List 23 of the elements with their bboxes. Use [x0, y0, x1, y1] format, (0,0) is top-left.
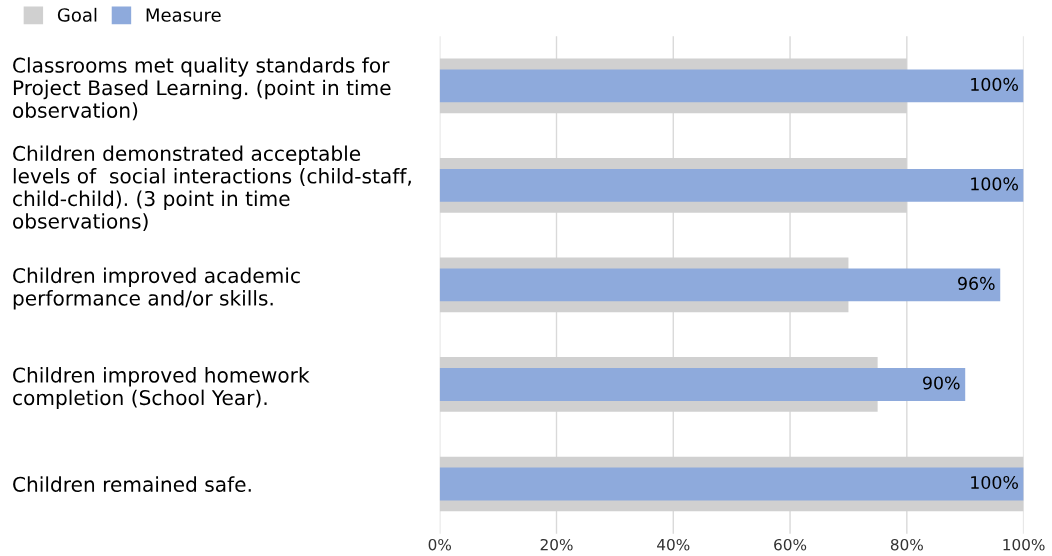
- data-label: 96%: [958, 276, 995, 290]
- data-label: 100%: [971, 177, 1018, 191]
- bar: [439, 268, 1001, 302]
- bar: [439, 467, 1024, 501]
- y-tick-label: Children improved homework completion (School Year).: [13, 367, 310, 410]
- x-tick-label: 80%: [890, 538, 923, 551]
- bar: [439, 69, 1024, 103]
- x-tick-label: 60%: [774, 538, 807, 551]
- data-label: 100%: [971, 475, 1018, 490]
- x-tick-label: 100%: [1003, 538, 1045, 551]
- x-tick-label: 0%: [428, 538, 452, 551]
- y-tick-label: Children demonstrated acceptable levels of social interactions (child-staff, child-child). (3 point in time observations): [13, 145, 411, 232]
- legend-label: Measure: [146, 8, 221, 22]
- y-tick-label: Children remained safe.: [13, 476, 251, 492]
- data-label: 100%: [971, 77, 1018, 91]
- bar: [439, 169, 1024, 202]
- y-tick-label: Classrooms met quality standards for Project Based Learning. (point in time observation): [13, 57, 391, 121]
- x-tick-label: 40%: [657, 538, 690, 551]
- x-tick-label: 20%: [540, 538, 573, 551]
- bar: [439, 368, 966, 401]
- y-tick-label: Children improved academic performance and/or skills.: [13, 267, 300, 310]
- legend-label: Goal: [57, 7, 97, 22]
- data-label: 90%: [923, 376, 960, 390]
